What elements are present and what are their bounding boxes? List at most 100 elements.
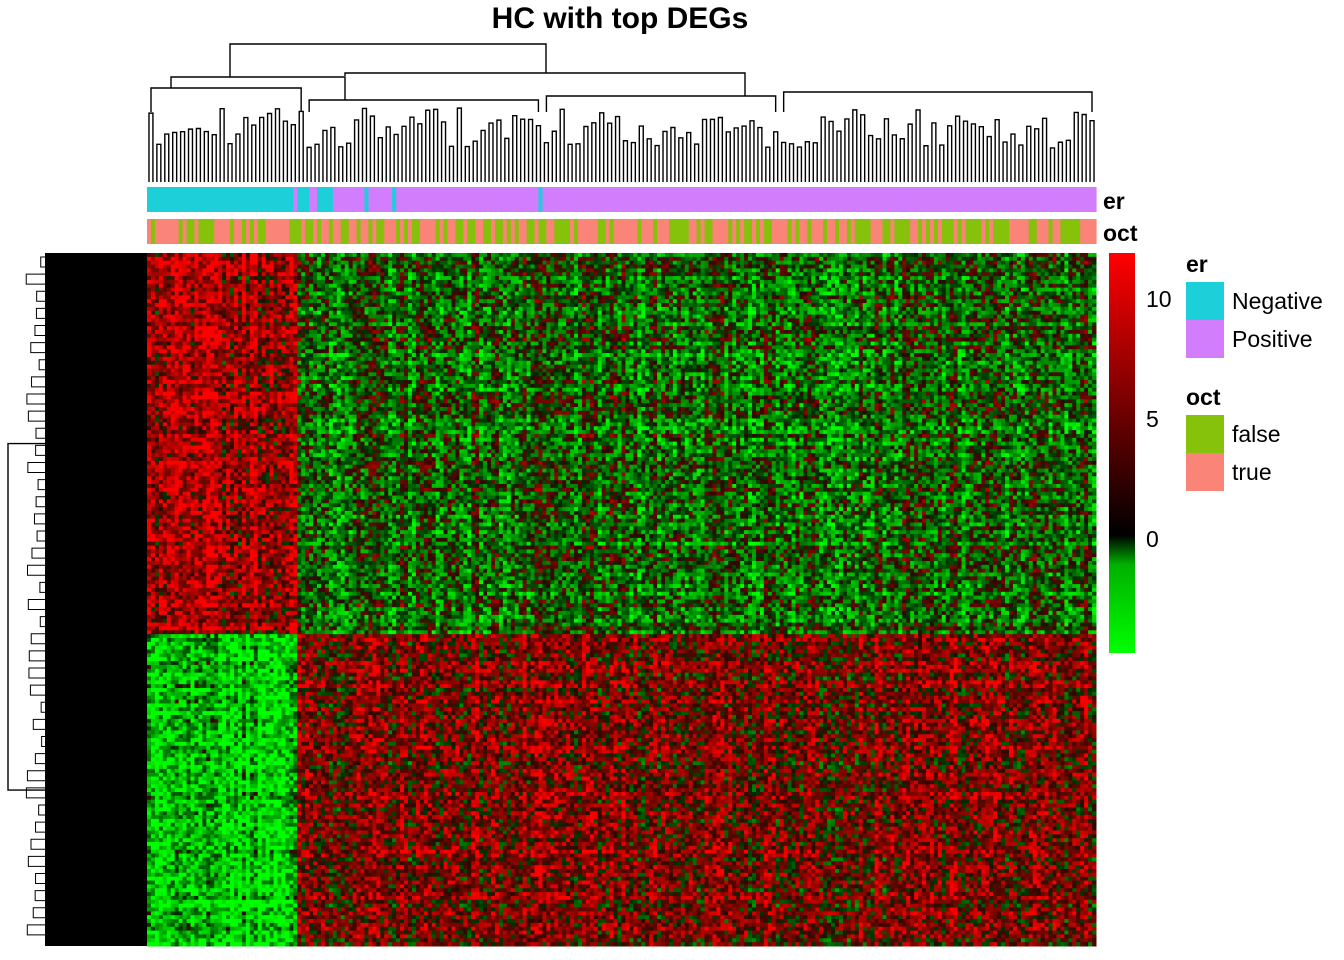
heatmap-cell <box>594 253 598 257</box>
heatmap-cell <box>1001 261 1005 265</box>
oct-cell <box>222 219 227 244</box>
heatmap-cell <box>819 299 823 303</box>
heatmap-cell <box>792 253 796 257</box>
heatmap-cell <box>511 292 515 296</box>
heatmap-cell <box>886 261 890 265</box>
heatmap-cell <box>353 307 357 311</box>
heatmap-cell <box>187 303 191 307</box>
heatmap-cell <box>760 299 764 303</box>
heatmap-cell <box>226 265 230 269</box>
er-cell <box>226 187 231 212</box>
heatmap-cell <box>637 288 641 292</box>
heatmap-cell <box>479 307 483 311</box>
heatmap-cell <box>867 257 871 261</box>
oct-cell <box>756 219 761 244</box>
heatmap-cell <box>950 299 954 303</box>
oct-cell <box>669 219 674 244</box>
heatmap-cell <box>274 272 278 276</box>
heatmap-cell <box>187 299 191 303</box>
heatmap-cell <box>815 276 819 280</box>
heatmap-cell <box>1072 261 1076 265</box>
heatmap-cell <box>1037 303 1041 307</box>
heatmap-cell <box>720 288 724 292</box>
heatmap-cell <box>681 284 685 288</box>
heatmap-cell <box>618 292 622 296</box>
heatmap-cell <box>732 284 736 288</box>
oct-cell <box>875 219 880 244</box>
oct-cell <box>159 219 164 244</box>
heatmap-cell <box>1029 303 1033 307</box>
heatmap-cell <box>1072 272 1076 276</box>
heatmap-cell <box>250 303 254 307</box>
heatmap-cell <box>455 299 459 303</box>
heatmap-cell <box>772 272 776 276</box>
heatmap-cell <box>1013 276 1017 280</box>
heatmap-cell <box>803 253 807 257</box>
heatmap-cell <box>633 261 637 265</box>
heatmap-cell <box>191 284 195 288</box>
heatmap-cell <box>471 257 475 261</box>
heatmap-cell <box>590 307 594 311</box>
heatmap-cell <box>950 253 954 257</box>
heatmap-cell <box>985 265 989 269</box>
er-cell <box>1053 187 1058 212</box>
heatmap-cell <box>1068 265 1072 269</box>
heatmap-cell <box>1033 268 1037 272</box>
heatmap-cell <box>748 261 752 265</box>
heatmap-cell <box>669 284 673 288</box>
heatmap-cell <box>448 295 452 299</box>
heatmap-cell <box>349 303 353 307</box>
heatmap-cell <box>483 280 487 284</box>
heatmap-cell <box>440 295 444 299</box>
er-cell <box>1092 187 1097 212</box>
heatmap-cell <box>894 299 898 303</box>
heatmap-cell <box>400 257 404 261</box>
heatmap-cell <box>309 272 313 276</box>
column-dendrogram-branch <box>529 119 533 182</box>
heatmap-cell <box>1092 257 1096 261</box>
heatmap-cell <box>388 253 392 257</box>
heatmap-cell <box>969 268 973 272</box>
er-cell <box>380 187 385 212</box>
heatmap-cell <box>277 272 281 276</box>
heatmap-cell <box>641 303 645 307</box>
heatmap-cell <box>258 303 262 307</box>
oct-cell <box>503 219 508 244</box>
er-cell <box>586 187 591 212</box>
heatmap-cell <box>740 276 744 280</box>
heatmap-cell <box>270 299 274 303</box>
heatmap-cell <box>1005 295 1009 299</box>
heatmap-cell <box>1017 272 1021 276</box>
heatmap-cell <box>301 261 305 265</box>
heatmap-cell <box>629 284 633 288</box>
heatmap-cell <box>882 257 886 261</box>
heatmap-cell <box>1001 280 1005 284</box>
heatmap-cell <box>175 307 179 311</box>
heatmap-cell <box>325 261 329 265</box>
heatmap-cell <box>234 276 238 280</box>
column-dendrogram-branch <box>861 115 865 182</box>
heatmap-cell <box>716 295 720 299</box>
heatmap-cell <box>566 261 570 265</box>
er-cell <box>527 187 532 212</box>
heatmap-cell <box>582 280 586 284</box>
oct-cell <box>906 219 911 244</box>
heatmap-cell <box>531 265 535 269</box>
heatmap-cell <box>400 276 404 280</box>
row-dendrogram-branch <box>31 343 45 353</box>
heatmap-cell <box>1005 280 1009 284</box>
heatmap-cell <box>238 307 242 311</box>
heatmap-cell <box>230 280 234 284</box>
heatmap-cell <box>898 253 902 257</box>
heatmap-cell <box>578 253 582 257</box>
heatmap-cell <box>376 261 380 265</box>
heatmap-cell <box>882 268 886 272</box>
oct-cell <box>1060 219 1065 244</box>
heatmap-cell <box>902 288 906 292</box>
heatmap-cell <box>1060 272 1064 276</box>
heatmap-cell <box>424 284 428 288</box>
oct-cell <box>432 219 437 244</box>
heatmap-cell <box>657 280 661 284</box>
er-cell <box>622 187 627 212</box>
er-cell <box>610 187 615 212</box>
